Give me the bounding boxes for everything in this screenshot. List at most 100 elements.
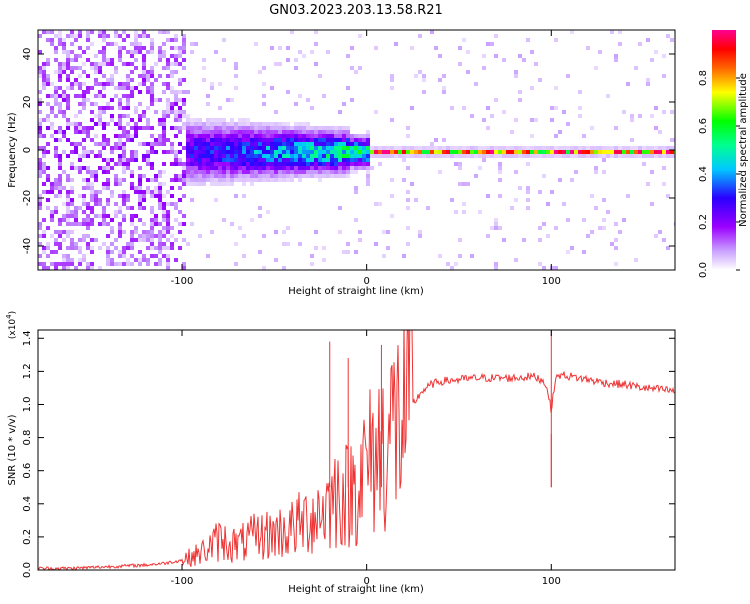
spectrogram-cell bbox=[102, 242, 106, 246]
spectrogram-cell bbox=[130, 222, 134, 226]
spectrogram-cell bbox=[430, 30, 434, 34]
spectrogram-cell bbox=[238, 178, 242, 182]
spectrogram-cell bbox=[250, 218, 254, 222]
spectrogram-cell bbox=[582, 250, 586, 254]
spectrogram-cell bbox=[142, 234, 146, 238]
spectrogram-cell bbox=[130, 214, 134, 218]
spectrogram-cell bbox=[46, 94, 50, 98]
spectrogram-cell bbox=[342, 158, 346, 162]
spectrogram-cell bbox=[74, 150, 78, 154]
spectrogram-cell bbox=[70, 34, 74, 38]
spectrogram-cell bbox=[482, 66, 486, 70]
spectrogram-cell bbox=[506, 146, 510, 150]
spectrogram-cell bbox=[518, 154, 522, 158]
spectrogram-cell bbox=[338, 166, 342, 170]
spectrogram-cell bbox=[118, 210, 122, 214]
spectrogram-cell bbox=[178, 110, 182, 114]
spectrogram-cell bbox=[282, 134, 286, 138]
spectrogram-cell bbox=[538, 262, 542, 266]
spectrogram-cell bbox=[302, 162, 306, 166]
spectrogram-cell bbox=[198, 166, 202, 170]
spectrogram-cell bbox=[542, 150, 546, 154]
spectrogram-cell bbox=[110, 166, 114, 170]
spectrogram-cell bbox=[370, 154, 374, 158]
spectrogram-cell bbox=[142, 82, 146, 86]
spectrogram-cell bbox=[94, 238, 98, 242]
spectrogram-cell bbox=[450, 266, 454, 270]
spectrogram-cell bbox=[150, 126, 154, 130]
spectrogram-cell bbox=[234, 150, 238, 154]
spectrogram-cell bbox=[294, 130, 298, 134]
spectrogram-cell bbox=[146, 262, 150, 266]
spectrogram-cell bbox=[90, 118, 94, 122]
spectrogram-cell bbox=[158, 170, 162, 174]
spectrogram-cell bbox=[122, 214, 126, 218]
spectrogram-cell bbox=[502, 110, 506, 114]
spectrogram-cell bbox=[218, 178, 222, 182]
spectrogram-cell bbox=[214, 166, 218, 170]
spectrogram-cell bbox=[162, 218, 166, 222]
spectrogram-cell bbox=[326, 174, 330, 178]
spectrogram-cell bbox=[494, 154, 498, 158]
spectrogram-cell bbox=[474, 150, 478, 154]
spectrogram-cell bbox=[130, 78, 134, 82]
spectrogram-cell bbox=[102, 38, 106, 42]
spectrogram-cell bbox=[102, 126, 106, 130]
spectrogram-cell bbox=[138, 218, 142, 222]
spectrogram-cell bbox=[74, 218, 78, 222]
spectrogram-cell bbox=[350, 138, 354, 142]
spectrogram-cell bbox=[262, 130, 266, 134]
spectrogram-cell bbox=[418, 70, 422, 74]
spectrogram-cell bbox=[658, 146, 662, 150]
spectrogram-cell bbox=[90, 238, 94, 242]
spectrogram-cell bbox=[174, 46, 178, 50]
spectrogram-cell bbox=[74, 142, 78, 146]
spectrogram-cell bbox=[250, 142, 254, 146]
spectrogram-cell bbox=[146, 230, 150, 234]
spectrogram-cell bbox=[186, 242, 190, 246]
spectrogram-cell bbox=[62, 70, 66, 74]
spectrogram-cell bbox=[150, 134, 154, 138]
spectrogram-cell bbox=[590, 230, 594, 234]
spectrogram-cell bbox=[406, 134, 410, 138]
spectrogram-cell bbox=[262, 174, 266, 178]
spectrogram-cell bbox=[94, 170, 98, 174]
spectrogram-cell bbox=[266, 138, 270, 142]
spectrogram-cell bbox=[238, 122, 242, 126]
spectrogram-cell bbox=[346, 242, 350, 246]
colorbar-tick-label: 0.2 bbox=[698, 214, 709, 230]
spectrogram-cell bbox=[106, 58, 110, 62]
spectrogram-cell bbox=[502, 238, 506, 242]
spectrogram-cell bbox=[154, 218, 158, 222]
spectrogram-cell bbox=[62, 42, 66, 46]
spectrogram-cell bbox=[174, 102, 178, 106]
spectrogram-cell bbox=[58, 262, 62, 266]
spectrogram-cell bbox=[298, 94, 302, 98]
spectrogram-cell bbox=[154, 174, 158, 178]
spectrogram-cell bbox=[38, 234, 42, 238]
spectrogram-cell bbox=[110, 150, 114, 154]
spectrogram-cell bbox=[258, 206, 262, 210]
spectrogram-cell bbox=[618, 30, 622, 34]
spectrogram-cell bbox=[306, 162, 310, 166]
spectrogram-cell bbox=[518, 150, 522, 154]
spectrogram-cell bbox=[178, 126, 182, 130]
spectrogram-cell bbox=[222, 58, 226, 62]
spectrogram-cell bbox=[102, 166, 106, 170]
colorbar: 0.00.20.40.60.8 Normalized spectral ampl… bbox=[698, 30, 749, 278]
spectrogram-cell bbox=[550, 266, 554, 270]
spectrogram-cell bbox=[458, 254, 462, 258]
spectrogram-cell bbox=[86, 218, 90, 222]
spectrogram-cell bbox=[146, 70, 150, 74]
spectrogram-cell bbox=[62, 186, 66, 190]
spectrogram-cell bbox=[210, 86, 214, 90]
spectrogram-cell bbox=[130, 158, 134, 162]
spectrogram-cell bbox=[386, 154, 390, 158]
spectrogram-cell bbox=[126, 86, 130, 90]
spectrogram-cell bbox=[142, 194, 146, 198]
spectrogram-cell bbox=[102, 122, 106, 126]
spectrogram-cell bbox=[66, 214, 70, 218]
spectrogram-cell bbox=[154, 262, 158, 266]
spectrogram-cell bbox=[554, 266, 558, 270]
spectrogram-cell bbox=[42, 86, 46, 90]
